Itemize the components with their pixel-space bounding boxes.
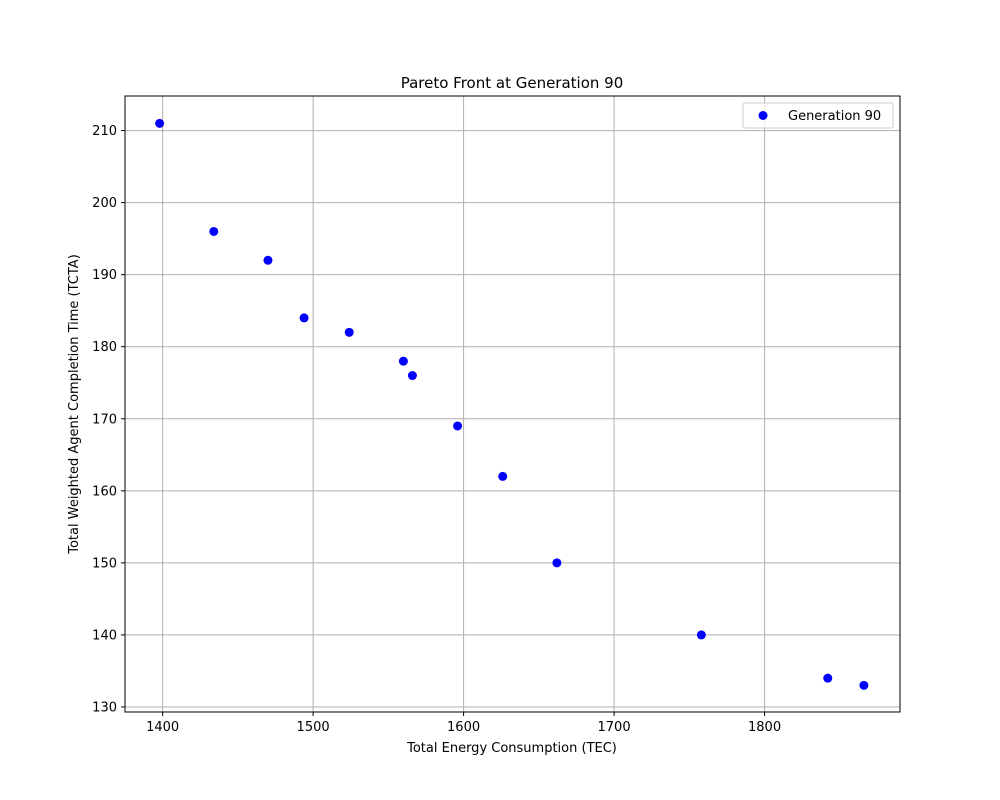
data-point <box>823 673 833 683</box>
y-tick-label: 160 <box>92 484 117 499</box>
data-point <box>398 356 408 366</box>
data-point <box>263 255 273 265</box>
data-point <box>696 630 706 640</box>
axis-ticks: 1400 1500 1600 1700 1800 130 140 150 160 170 180 19… <box>92 124 781 735</box>
data-point <box>407 371 417 381</box>
data-points <box>155 118 869 690</box>
y-axis-label: Total Weighted Agent Completion Time (TC… <box>67 254 82 555</box>
x-tick-label: 1500 <box>297 720 330 735</box>
y-tick-label: 130 <box>92 700 117 715</box>
grid <box>125 96 900 712</box>
x-tick-label: 1700 <box>598 720 631 735</box>
y-tick-label: 170 <box>92 412 117 427</box>
chart-title: Pareto Front at Generation 90 <box>401 74 624 92</box>
x-tick-label: 1800 <box>748 720 781 735</box>
data-point <box>552 558 562 568</box>
data-point <box>155 118 165 128</box>
legend-label: Generation 90 <box>788 109 881 124</box>
x-tick-label: 1400 <box>146 720 179 735</box>
x-tick-label: 1600 <box>447 720 480 735</box>
y-tick-label: 210 <box>92 124 117 139</box>
legend-marker <box>758 111 768 120</box>
legend: Generation 90 <box>742 102 894 129</box>
data-point <box>859 680 869 690</box>
y-tick-label: 200 <box>92 196 117 211</box>
x-axis-label: Total Energy Consumption (TEC) <box>406 741 617 756</box>
data-point <box>209 226 219 236</box>
data-point <box>498 471 508 481</box>
y-tick-label: 180 <box>92 340 117 355</box>
legend-box <box>742 102 894 129</box>
plot-area-frame <box>124 95 901 713</box>
y-tick-label: 190 <box>92 268 117 283</box>
y-tick-label: 140 <box>92 628 117 643</box>
y-tick-label: 150 <box>92 556 117 571</box>
data-point <box>344 327 354 337</box>
data-point <box>299 313 309 323</box>
data-point <box>453 421 463 431</box>
